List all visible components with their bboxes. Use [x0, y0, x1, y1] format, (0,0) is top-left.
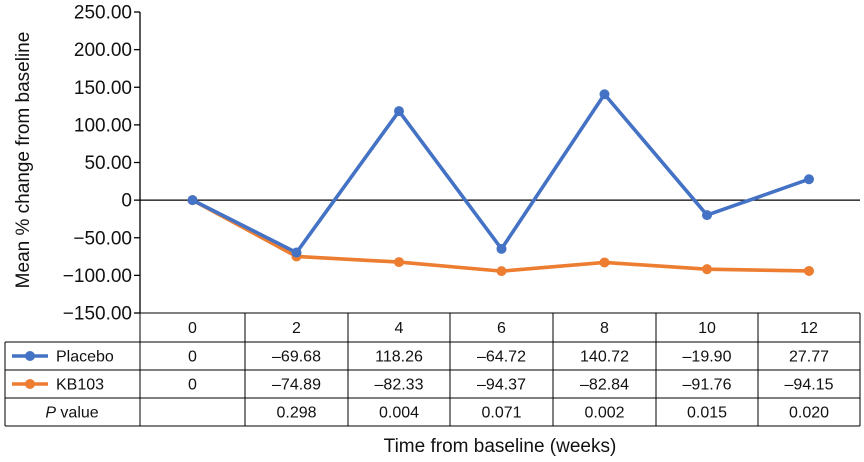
data-point-placebo — [496, 243, 507, 254]
data-label-kb103: –94.37 — [477, 377, 526, 394]
data-point-kb103 — [394, 257, 404, 268]
legend-label-kb103: KB103 — [56, 377, 104, 394]
data-label-placebo: 27.77 — [789, 349, 829, 366]
p-value-cell: 0.015 — [687, 405, 727, 422]
y-tick-label: 0 — [121, 191, 132, 212]
data-label-kb103: –74.89 — [272, 377, 321, 394]
x-tick-label: 4 — [395, 320, 404, 337]
data-label-placebo: 118.26 — [375, 349, 423, 366]
p-value-cell: 0.298 — [276, 405, 316, 422]
p-value-cell: 0.020 — [789, 405, 829, 422]
data-label-placebo: –69.68 — [272, 349, 321, 366]
data-point-placebo — [291, 247, 302, 258]
y-tick-label: 150.00 — [74, 78, 132, 99]
y-axis-label: Mean % change from baseline — [13, 32, 34, 289]
data-table: 0 2 4 6 8 10 12 Placebo 0 –69.68 118.26 –64.72 140.7… — [4, 312, 861, 427]
y-tick-label: −50.00 — [73, 228, 132, 249]
data-point-placebo — [187, 195, 198, 206]
x-tick-label: 8 — [600, 320, 609, 337]
legend-label-placebo: Placebo — [56, 349, 114, 366]
data-point-placebo — [804, 174, 814, 185]
y-tick-label: 200.00 — [74, 40, 132, 61]
data-point-kb103 — [804, 265, 814, 276]
x-tick-label: 6 — [497, 320, 506, 337]
y-axis: 250.00 200.00 150.00 100.00 50.00 0 −50.00 −100… — [63, 3, 141, 325]
data-label-kb103: –82.33 — [375, 377, 424, 394]
p-value-cell: 0.002 — [584, 405, 624, 422]
p-value-row-label: P value — [45, 405, 98, 422]
series-line-placebo — [191, 92, 810, 255]
data-label-placebo: 0 — [188, 349, 197, 366]
y-tick-label: 100.00 — [74, 115, 132, 136]
data-label-placebo: 140.72 — [580, 349, 629, 366]
series-group — [187, 89, 814, 277]
x-tick-label: 12 — [800, 320, 818, 337]
x-tick-label: 2 — [292, 320, 301, 337]
data-label-kb103: –91.76 — [683, 377, 732, 394]
data-label-kb103: 0 — [188, 377, 197, 394]
y-tick-label: −100.00 — [63, 266, 132, 287]
data-label-placebo: –19.90 — [683, 349, 732, 366]
y-tick-label: −150.00 — [63, 304, 132, 325]
data-point-placebo — [702, 210, 712, 221]
x-tick-label: 0 — [188, 320, 197, 337]
x-tick-label: 10 — [698, 320, 716, 337]
data-point-kb103 — [702, 264, 712, 275]
data-point-placebo — [599, 89, 610, 100]
y-tick-label: 250.00 — [74, 3, 132, 24]
data-point-kb103 — [599, 257, 610, 268]
y-tick-label: 50.00 — [84, 153, 132, 174]
legend-marker-placebo — [25, 351, 35, 361]
x-axis-label: Time from baseline (weeks) — [384, 436, 617, 457]
data-point-placebo — [394, 106, 404, 117]
legend-marker-kb103 — [25, 379, 35, 389]
data-label-placebo: –64.72 — [477, 349, 526, 366]
p-value-cell: 0.071 — [481, 405, 521, 422]
p-value-cell: 0.004 — [379, 405, 419, 422]
data-label-kb103: –94.15 — [785, 377, 834, 394]
data-label-kb103: –82.84 — [580, 377, 629, 394]
data-point-kb103 — [496, 266, 507, 277]
